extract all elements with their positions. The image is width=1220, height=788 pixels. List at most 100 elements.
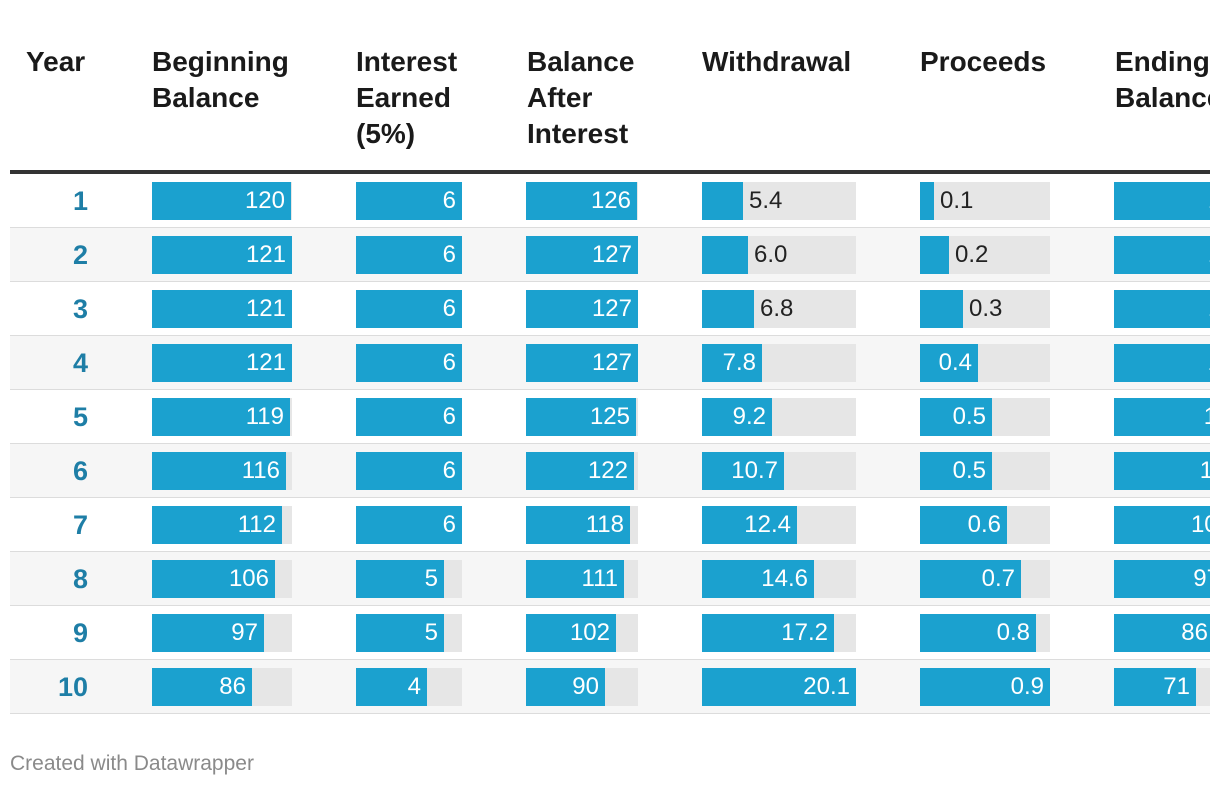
value-label: 90 [572, 673, 599, 700]
value-label: 0.2 [955, 241, 989, 268]
withdrawal-cell: 5.4 [702, 182, 856, 220]
beginning-balance-cell: 120 [152, 182, 292, 220]
interest-earned-cell: 5 [356, 614, 462, 652]
value-label: 111 [581, 565, 618, 592]
value-label: 127 [591, 295, 632, 322]
year-cell: 10 [57, 672, 88, 702]
bar-fill [526, 452, 634, 490]
bar-fill [152, 506, 282, 544]
bar-fill [152, 452, 286, 490]
value-label: 121 [1208, 236, 1210, 274]
proceeds-cell: 0.7 [920, 560, 1050, 598]
proceeds-cell: 0.5 [920, 398, 1050, 436]
value-label: 20.1 [803, 673, 850, 700]
row-divider [10, 443, 1210, 444]
bar-fill [526, 344, 638, 382]
value-label: 127 [591, 241, 632, 268]
bar-fill [1114, 452, 1210, 490]
header-beginning-balance: Beginning Balance [152, 46, 289, 113]
bar-fill [702, 560, 814, 598]
value-label: 112 [1199, 457, 1210, 484]
value-label: 122 [587, 457, 628, 484]
value-label: 119 [1208, 344, 1210, 382]
value-label: 12.4 [744, 511, 791, 538]
balance-after-interest-cell: 118 [526, 506, 638, 544]
row-divider [10, 659, 1210, 660]
interest-earned-cell: 4 [356, 668, 462, 706]
withdrawal-cell: 9.2 [702, 398, 856, 436]
row-divider [10, 497, 1210, 498]
bar-fill [356, 560, 444, 598]
bar-fill [1114, 236, 1210, 274]
bar-fill [1114, 506, 1210, 544]
value-label: 71 [1163, 673, 1190, 700]
bar-fill [1114, 560, 1210, 598]
withdrawal-cell: 7.8 [702, 344, 856, 382]
bar-fill [920, 560, 1021, 598]
value-label: 0.7 [981, 565, 1015, 592]
bar-fill [152, 614, 264, 652]
table-row: 3 121 6 127 6.8 0.3 121 [10, 282, 1210, 336]
value-label: 6 [442, 511, 456, 538]
bar-fill [920, 506, 1007, 544]
header-interest-earned: Interest Earned (5%) [356, 46, 458, 149]
bar-fill [920, 236, 949, 274]
value-label: 119 [245, 403, 284, 430]
value-label: 86 [1181, 619, 1208, 646]
value-label: 121 [1208, 182, 1210, 220]
bar-fill [356, 614, 444, 652]
value-label: 121 [1208, 290, 1210, 328]
beginning-balance-cell: 119 [152, 398, 292, 436]
bar-fill [526, 182, 637, 220]
value-label: 97 [231, 619, 258, 646]
year-cell: 9 [72, 618, 88, 648]
value-label: 86 [219, 673, 246, 700]
bar-fill [1114, 614, 1210, 652]
ending-balance-cell: 119 [1114, 344, 1210, 382]
value-label: 6.0 [754, 241, 788, 268]
value-label: 5 [424, 565, 438, 592]
withdrawal-cell: 14.6 [702, 560, 856, 598]
table-row: 5 119 6 125 9.2 0.5 116 [10, 390, 1210, 444]
table-row: 9 97 5 102 17.2 0.8 86 [10, 606, 1210, 660]
value-label: 121 [245, 241, 286, 268]
year-cell: 7 [72, 510, 88, 540]
value-label: 120 [244, 187, 285, 214]
balance-after-interest-cell: 127 [526, 236, 638, 274]
value-label: 0.9 [1010, 673, 1044, 700]
year-cell: 6 [72, 456, 88, 486]
bar-fill [702, 236, 748, 274]
proceeds-cell: 0.1 [920, 182, 1050, 220]
bar-fill [702, 614, 834, 652]
bar-fill [702, 398, 772, 436]
bar-fill [920, 452, 992, 490]
balance-after-interest-cell: 126 [526, 182, 638, 220]
value-label: 126 [590, 187, 631, 214]
value-label: 0.6 [967, 511, 1001, 538]
withdrawal-cell: 6.8 [702, 290, 856, 328]
value-label: 116 [241, 457, 280, 484]
interest-earned-cell: 6 [356, 344, 462, 382]
bar-fill [152, 344, 292, 382]
ending-balance-cell: 106 [1114, 506, 1210, 544]
beginning-balance-cell: 97 [152, 614, 292, 652]
ending-balance-cell: 97 [1114, 560, 1210, 598]
value-label: 17.2 [781, 619, 828, 646]
bar-fill [702, 344, 762, 382]
row-divider [10, 605, 1210, 606]
bar-fill [152, 398, 290, 436]
bar-fill [152, 182, 291, 220]
value-label: 14.6 [761, 565, 808, 592]
year-cell: 5 [72, 402, 88, 432]
bar-fill [702, 668, 856, 706]
bar-fill [356, 668, 427, 706]
year-cell: 4 [72, 348, 88, 378]
beginning-balance-cell: 106 [152, 560, 292, 598]
value-label: 106 [1190, 511, 1210, 538]
table-row: 2 121 6 127 6.0 0.2 121 [10, 228, 1210, 282]
value-label: 106 [228, 565, 269, 592]
header-divider [10, 170, 1210, 174]
value-label: 97 [1193, 565, 1210, 592]
beginning-balance-cell: 121 [152, 236, 292, 274]
bar-fill [526, 506, 630, 544]
